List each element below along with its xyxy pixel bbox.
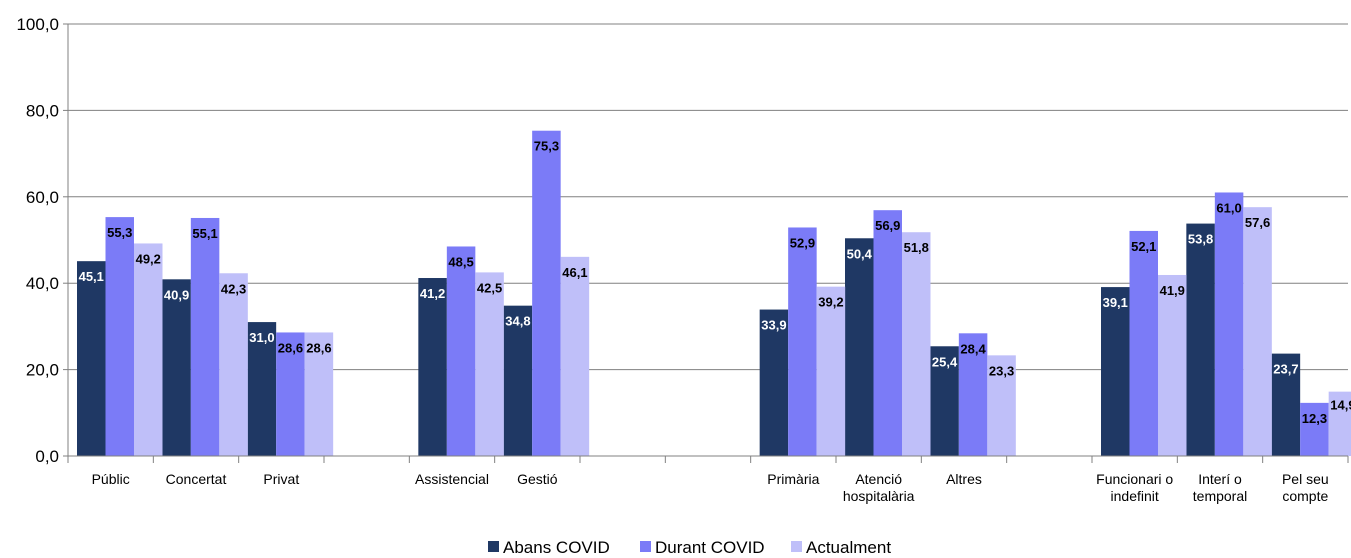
y-tick-label: 100,0 (16, 15, 59, 34)
bars: 45,1 40,9 31,0 41,2 34,8 33,9 50,4 25,4 39,1 53,8… (77, 130, 1351, 457)
data-label: 23,3 (989, 363, 1014, 378)
y-tick-label: 60,0 (26, 188, 59, 207)
data-label: 49,2 (136, 251, 161, 266)
data-label: 41,2 (420, 286, 445, 301)
bar (503, 305, 533, 456)
bar (162, 279, 191, 456)
legend-swatch (791, 541, 802, 552)
bar (247, 322, 277, 456)
data-label: 52,1 (1131, 239, 1156, 254)
data-label: 61,0 (1216, 200, 1241, 215)
y-tick-label: 20,0 (26, 361, 59, 380)
bar (759, 309, 789, 456)
bar (560, 256, 590, 456)
bar (190, 217, 220, 456)
data-label: 55,1 (192, 226, 217, 241)
data-label: 42,5 (477, 280, 502, 295)
bar (816, 286, 846, 456)
bar (1300, 402, 1329, 456)
data-label: 42,3 (221, 281, 246, 296)
bar (219, 273, 248, 456)
data-label: 46,1 (562, 265, 587, 280)
bar (845, 238, 874, 456)
y-tick-label: 40,0 (26, 274, 59, 293)
bar (532, 130, 561, 457)
bar (276, 332, 305, 456)
legend-swatch (640, 541, 651, 552)
bar (475, 272, 504, 456)
data-label: 28,4 (960, 341, 986, 356)
data-label: 34,8 (505, 314, 530, 329)
bar (1129, 230, 1158, 456)
data-label: 45,1 (79, 269, 104, 284)
category-label: Concertat (166, 471, 227, 487)
bar (1271, 353, 1301, 456)
category-label: Altres (946, 471, 982, 487)
bar (1328, 391, 1351, 456)
bar (1101, 287, 1130, 456)
bar (105, 217, 134, 456)
y-tick-label: 80,0 (26, 101, 59, 120)
x-axis: Públic Concertat Privat Assistencial Gestió P… (67, 455, 1349, 504)
data-label: 56,9 (875, 218, 900, 233)
legend-label: Durant COVID (655, 538, 765, 557)
y-tick-label: 0,0 (35, 447, 59, 466)
data-label: 51,8 (904, 240, 929, 255)
data-label: 50,4 (847, 246, 873, 261)
category-label: Privat (263, 471, 299, 487)
data-label: 75,3 (534, 139, 559, 154)
data-label: 48,5 (448, 254, 473, 269)
bar (1243, 207, 1272, 456)
bar (77, 261, 106, 456)
data-label: 12,3 (1302, 411, 1327, 426)
data-label: 31,0 (249, 330, 274, 345)
category-label: Primària (767, 471, 819, 487)
legend-label: Actualment (806, 538, 891, 557)
bar (1186, 223, 1215, 456)
data-label: 28,6 (306, 340, 331, 355)
bar (134, 243, 163, 456)
bar (1214, 192, 1244, 457)
category-label: Gestió (517, 471, 558, 487)
data-label: 57,6 (1245, 215, 1270, 230)
data-label: 28,6 (278, 340, 303, 355)
bar (873, 210, 902, 456)
data-label: 23,7 (1273, 362, 1298, 377)
data-label: 39,2 (818, 295, 843, 310)
data-label: 39,1 (1103, 295, 1128, 310)
bar (902, 232, 931, 456)
bar (788, 227, 817, 456)
data-label: 55,3 (107, 225, 132, 240)
bar (987, 355, 1016, 456)
category-label: Atenció hospitalària (843, 471, 915, 504)
data-label: 14,9 (1330, 398, 1351, 413)
category-label: Interí o temporal (1193, 471, 1247, 504)
data-label: 53,8 (1188, 232, 1213, 247)
bar (1158, 274, 1187, 456)
category-label: Funcionari o indefinit (1096, 471, 1173, 504)
bar (418, 278, 447, 456)
category-label: Públic (92, 471, 130, 487)
legend-label: Abans COVID (503, 538, 610, 557)
bar (958, 333, 988, 456)
y-axis: 0,0 20,0 40,0 60,0 80,0 100,0 (16, 15, 69, 466)
data-label: 41,9 (1160, 283, 1185, 298)
category-label: Pel seu compte (1282, 471, 1329, 504)
data-label: 25,4 (932, 354, 958, 369)
data-label: 33,9 (761, 318, 786, 333)
data-label: 40,9 (164, 287, 189, 302)
legend: Abans COVID Durant COVID Actualment (488, 538, 891, 557)
bar (930, 346, 959, 456)
bar (304, 332, 334, 456)
category-label: Assistencial (415, 471, 489, 487)
legend-swatch (488, 541, 499, 552)
data-label: 52,9 (790, 235, 815, 250)
bar (446, 246, 476, 456)
